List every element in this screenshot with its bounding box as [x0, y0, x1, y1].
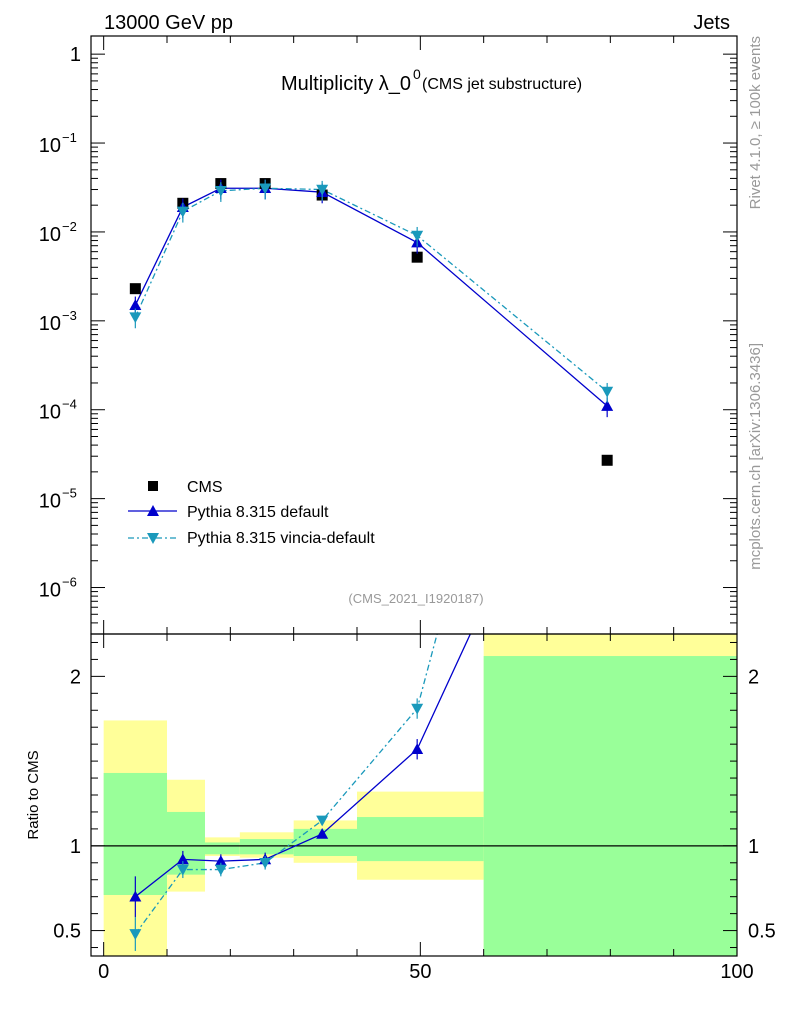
chart-title-main: Multiplicity λ_0 [281, 73, 411, 95]
ytick-label-top-exp-5: −5 [62, 486, 77, 501]
ytick-label-top-exp-4: −4 [62, 397, 77, 412]
legend: CMS Pythia 8.315 default Pythia 8.315 vi… [128, 479, 375, 547]
ratio-ytick-label-right-1: 1 [748, 836, 759, 858]
ratio-marker-vincia-5 [411, 703, 424, 715]
legend-cms-marker [148, 481, 158, 491]
ratio-marker-default-1 [176, 853, 189, 865]
ratio-marker-default-4 [316, 827, 329, 839]
ytick-label-top-3: 10 [39, 313, 61, 335]
ytick-label-top-exp-6: −6 [62, 575, 77, 590]
ratio-ytick-label-left-2: 2 [70, 666, 81, 688]
legend-default-label: Pythia 8.315 default [187, 504, 329, 521]
top-marker-default-0 [129, 299, 142, 310]
cms-point-0 [129, 283, 141, 295]
cms-point-6 [601, 454, 613, 466]
ytick-label-top-5: 10 [39, 491, 61, 513]
xtick-label-2: 100 [720, 961, 753, 983]
band-inner-3 [239, 839, 294, 855]
band-inner-6 [483, 656, 737, 956]
top-marker-default-6 [601, 400, 614, 411]
ytick-label-top-4: 10 [39, 402, 61, 424]
ytick-label-top-2: 10 [39, 224, 61, 246]
data-markers [129, 178, 614, 951]
chart-title-sup: 0 [413, 66, 421, 82]
ratio-ylabel: Ratio to CMS [25, 750, 42, 839]
ytick-label-top-exp-3: −3 [62, 308, 77, 323]
ratio-ytick-label-left-0: 0.5 [53, 921, 81, 943]
ratio-ytick-label-right-2: 2 [748, 666, 759, 688]
top-marker-vincia-1 [176, 206, 189, 218]
ytick-label-top-exp-2: −2 [62, 219, 77, 234]
band-inner-5 [357, 817, 484, 862]
top-marker-vincia-5 [411, 230, 424, 242]
cms-point-5 [411, 251, 423, 263]
band-inner-0 [103, 772, 167, 895]
header-right: Jets [693, 12, 730, 34]
rivet-label: Rivet 4.1.0, ≥ 100k events [747, 36, 764, 209]
watermark: (CMS_2021_I1920187) [348, 591, 483, 606]
band-inner-1 [167, 811, 205, 875]
ratio-marker-vincia-3 [259, 857, 272, 869]
top-line-default [134, 187, 608, 407]
ytick-label-top-6: 10 [39, 580, 61, 602]
band-inner-2 [205, 842, 240, 855]
ytick-label-top-0: 1 [70, 44, 81, 66]
top-marker-vincia-0 [129, 312, 142, 324]
legend-default-marker [147, 505, 159, 516]
chart-title-sub: (CMS jet substructure) [422, 76, 582, 93]
ytick-label-top-exp-1: −1 [62, 130, 77, 145]
top-marker-vincia-4 [316, 184, 329, 196]
xtick-label-1: 50 [409, 961, 431, 983]
mcplots-label: mcplots.cern.ch [arXiv:1306.3436] [747, 343, 764, 570]
legend-vincia-marker [147, 533, 159, 544]
xtick-label-0: 0 [98, 961, 109, 983]
ratio-marker-default-0 [129, 890, 142, 902]
top-marker-vincia-2 [214, 186, 227, 197]
top-marker-vincia-3 [259, 183, 272, 195]
ratio-marker-vincia-1 [176, 864, 189, 876]
ytick-label-top-1: 10 [39, 135, 61, 157]
ratio-marker-vincia-2 [214, 864, 227, 876]
top-marker-vincia-6 [601, 386, 614, 398]
ratio-marker-default-5 [411, 743, 424, 755]
ratio-marker-vincia-4 [316, 815, 329, 827]
legend-cms-label: CMS [187, 479, 223, 496]
ratio-ytick-label-right-0: 0.5 [748, 921, 776, 943]
ratio-marker-default-2 [214, 855, 227, 866]
top-series-lines [134, 187, 608, 407]
header-left: 13000 GeV pp [104, 12, 233, 34]
ratio-bands [103, 634, 737, 956]
ratio-marker-vincia-0 [129, 929, 142, 940]
ratio-ytick-label-left-1: 1 [70, 836, 81, 858]
legend-vincia-label: Pythia 8.315 vincia-default [187, 530, 375, 547]
